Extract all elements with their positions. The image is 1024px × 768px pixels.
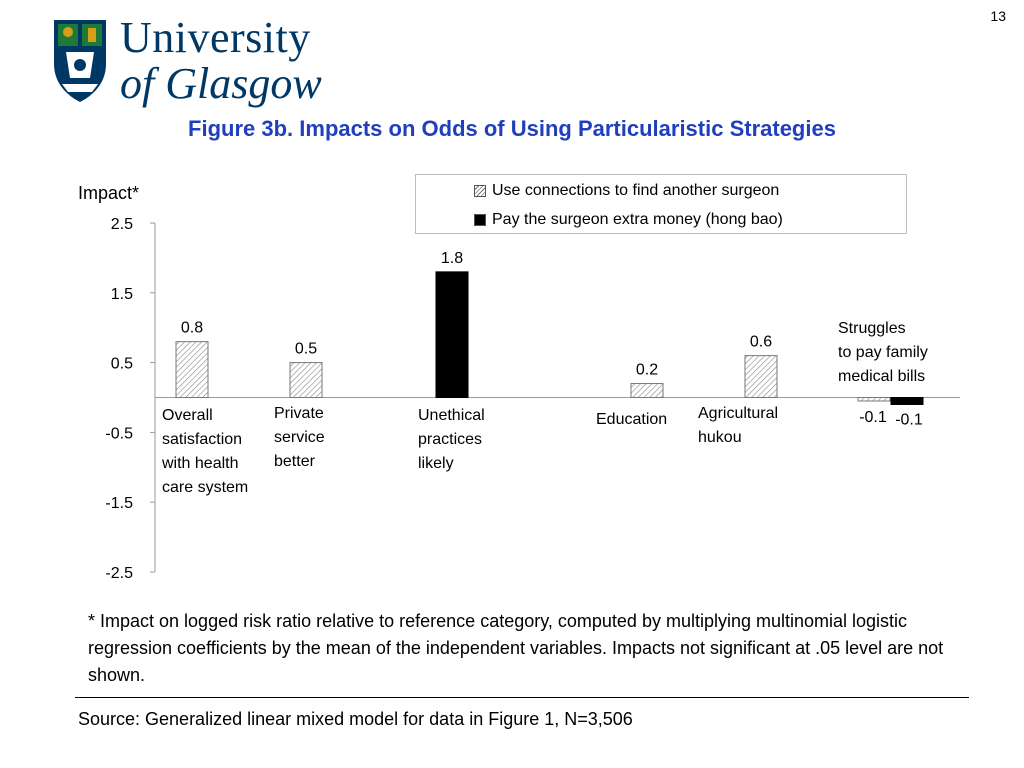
category-label: to pay family [838,344,928,361]
category-label: Overall [162,407,213,424]
logo-line-2: of Glasgow [120,59,322,108]
bar-value-label: 0.2 [636,362,658,379]
solid-swatch-icon [474,214,486,226]
category-label: medical bills [838,368,925,385]
category-label: service [274,429,325,446]
category-label: satisfaction [162,431,242,448]
category-label: likely [418,455,454,472]
bar-value-label: 0.5 [295,341,317,358]
category-label: practices [418,431,482,448]
y-tick-label: 0.5 [111,356,133,373]
y-tick-label: 1.5 [111,286,133,303]
bar [630,383,664,399]
category-label: better [274,453,316,470]
crest-icon [54,20,106,102]
slide-number: 13 [990,8,1006,24]
bar-value-label: 0.6 [750,334,772,351]
logo-line-1: University [120,13,311,62]
legend-item-connections: Use connections to find another surgeon [474,182,779,200]
chart-legend: Use connections to find another surgeon … [415,174,907,234]
y-tick-label: -2.5 [105,565,133,582]
bar-value-label: -0.1 [895,411,923,428]
bar [857,397,891,402]
bar [435,271,469,398]
category-label: Unethical [418,407,485,424]
y-tick-label: -0.5 [105,425,133,442]
category-label: care system [162,479,248,496]
bar-value-label: 1.8 [441,250,463,267]
y-tick-label: -1.5 [105,495,133,512]
bar [744,355,778,398]
divider [75,697,969,698]
bar [890,397,924,405]
bar [289,362,323,399]
y-axis-label: Impact* [78,183,139,203]
figure-title: Figure 3b. Impacts on Odds of Using Part… [188,116,836,141]
footnote: * Impact on logged risk ratio relative t… [88,611,944,685]
source-note: Source: Generalized linear mixed model f… [78,709,633,729]
category-label: Education [596,411,667,428]
logo-wordmark: University of Glasgow [120,16,322,106]
legend-label: Use connections to find another surgeon [492,182,780,199]
bar-chart: Impact* 2.5 1.5 0.5 -0.5 -1.5 -2.5 0.8 0.5 1.8 0.2… [78,183,960,582]
bar [175,341,209,399]
y-tick-label: 2.5 [111,216,133,233]
bar-value-label: -0.1 [859,409,887,426]
category-label: Struggles [838,320,906,337]
university-logo: University of Glasgow [52,16,322,106]
bar-value-label: 0.8 [181,320,203,337]
legend-label: Pay the surgeon extra money (hong bao) [492,211,783,228]
category-label: Private [274,405,324,422]
category-label: with health [161,455,239,472]
category-label: Agricultural [698,405,778,422]
legend-item-hong-bao: Pay the surgeon extra money (hong bao) [474,211,783,229]
hatched-swatch-icon [474,185,486,197]
category-label: hukou [698,429,742,446]
